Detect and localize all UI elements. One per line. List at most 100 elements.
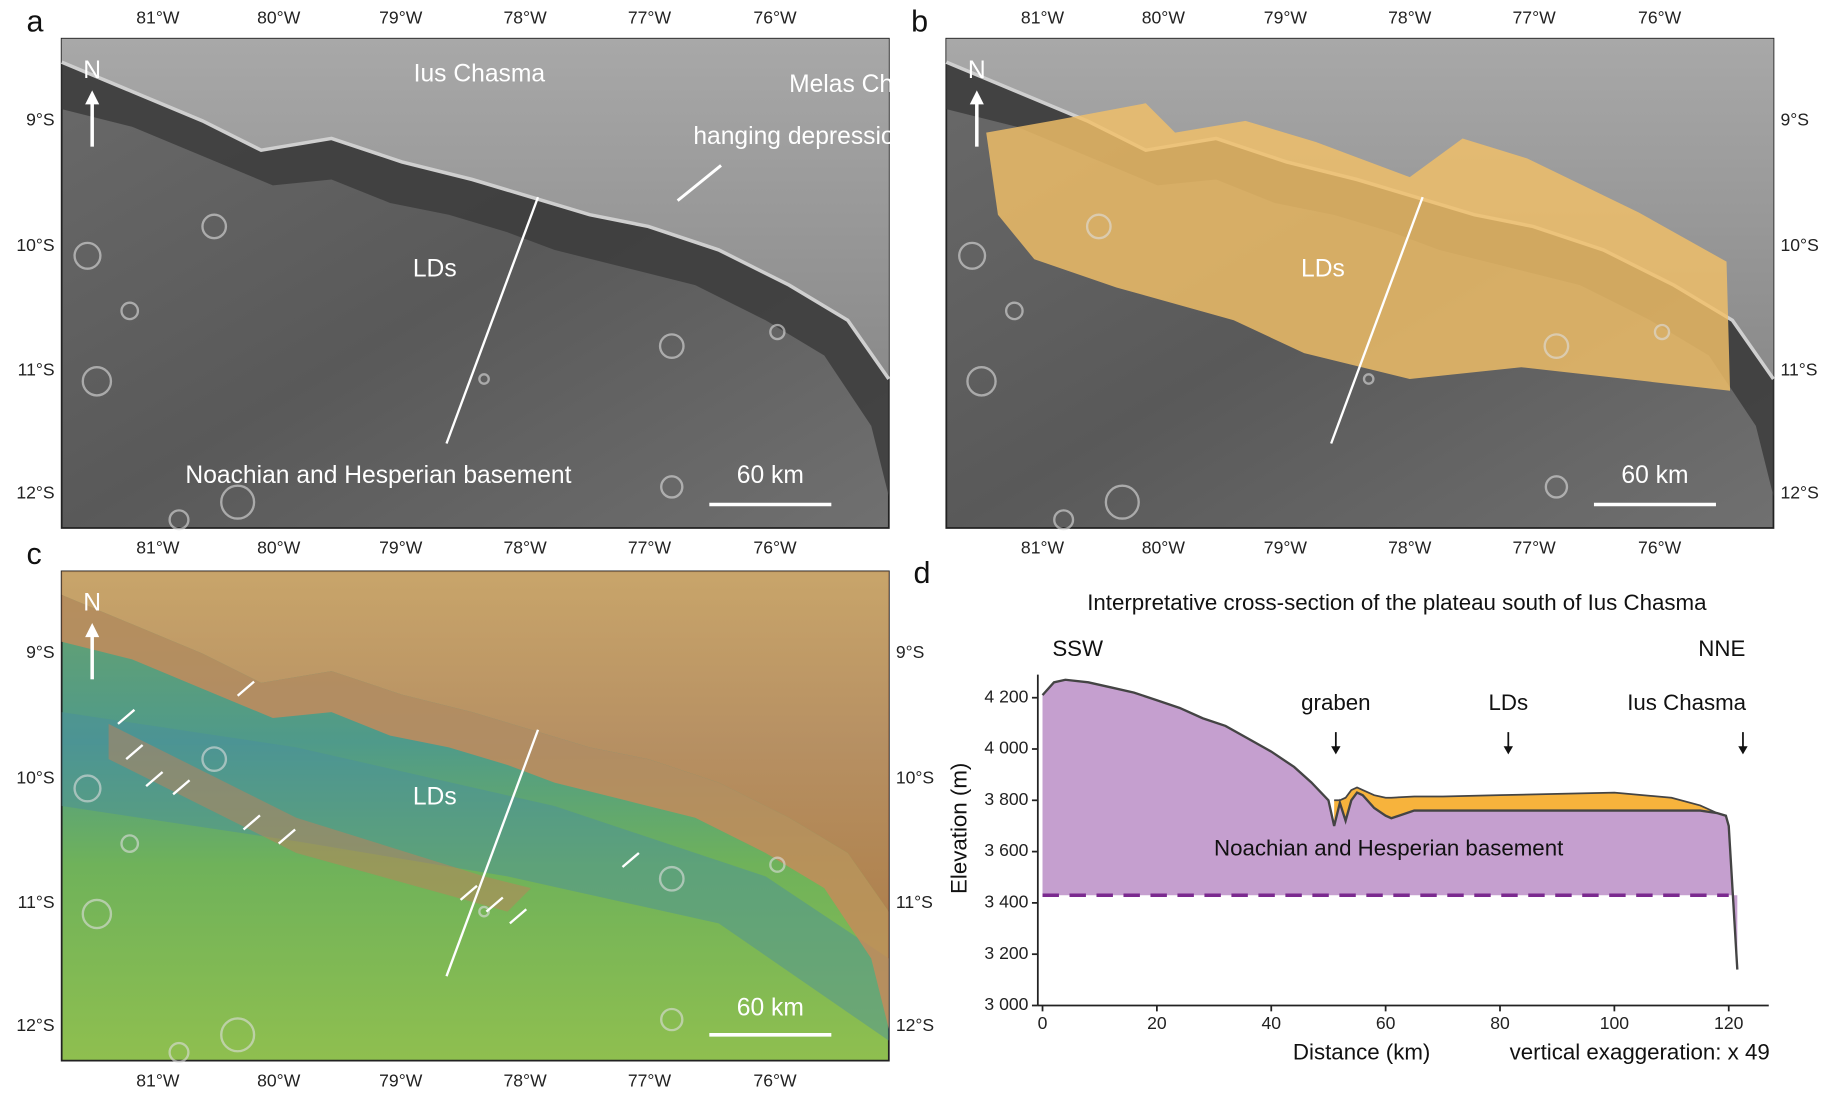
lat-label: 12°S	[16, 483, 54, 503]
lon-label: 78°W	[504, 7, 548, 27]
map-panels: N 60 km Ius Chasma Melas Chasma hanging depr…	[16, 5, 1818, 1091]
lon-label: 78°W	[1388, 7, 1432, 27]
escarpment-slope	[61, 594, 889, 1029]
x-tick-label: 0	[1038, 1013, 1048, 1033]
profile-trace	[445, 196, 540, 444]
x-tick-label: 120	[1714, 1013, 1744, 1033]
lat-label: 9°S	[26, 642, 55, 662]
lon-label: 80°W	[257, 538, 301, 558]
y-tick-label: 3 400	[984, 892, 1028, 912]
north-arrowhead	[969, 90, 984, 105]
escarpment-ridge	[60, 60, 891, 380]
lat-label: 12°S	[1781, 483, 1819, 503]
crater	[966, 366, 997, 397]
ld-outline	[986, 103, 1731, 391]
crater	[478, 373, 490, 385]
lat-label: 10°S	[896, 768, 934, 788]
feature-arrow	[277, 828, 296, 845]
lon-label: 80°W	[1142, 7, 1186, 27]
crater	[1362, 373, 1375, 385]
scale-label: 60 km	[737, 462, 804, 489]
crater	[120, 834, 140, 853]
crater	[81, 366, 113, 397]
feature-arrow	[459, 884, 478, 901]
crater	[220, 484, 256, 520]
y-tick-label: 4 200	[984, 686, 1028, 706]
crater	[201, 746, 228, 773]
lon-label: 77°W	[1513, 538, 1557, 558]
lat-label: 10°S	[16, 235, 54, 255]
scale-label: 60 km	[1621, 462, 1688, 489]
x-tick-label: 40	[1261, 1013, 1281, 1033]
lon-label: 78°W	[1388, 538, 1432, 558]
crater	[73, 241, 102, 270]
map-panel: N 60 km LDs c 81°W 80°W 79°W 78°W 77°W 76°W 9°S 9°S…	[16, 537, 934, 1090]
map-label: LDs	[413, 783, 457, 810]
lon-label: 76°W	[753, 538, 797, 558]
direction-label: SSW	[1052, 636, 1103, 661]
crater	[478, 905, 490, 918]
north-arrowhead	[85, 90, 100, 105]
crater	[1004, 301, 1024, 321]
lat-label: 12°S	[16, 1015, 54, 1035]
north-arrowhead	[85, 623, 100, 638]
lon-label: 80°W	[1142, 538, 1186, 558]
lat-label: 11°S	[896, 892, 933, 912]
annotation-arrowhead	[1738, 746, 1748, 755]
lon-label: 80°W	[257, 1070, 301, 1090]
annotation: LDs	[1488, 690, 1528, 715]
lon-label: 76°W	[1638, 538, 1682, 558]
x-axis-label: Distance (km)	[1293, 1039, 1430, 1064]
crater	[660, 1007, 684, 1032]
crater	[220, 1017, 256, 1053]
lon-label: 80°W	[257, 7, 301, 27]
north-label: N	[83, 590, 101, 617]
annotation: graben	[1301, 690, 1370, 715]
crater	[660, 475, 684, 499]
crater	[769, 323, 786, 341]
lon-label: 81°W	[136, 1070, 180, 1090]
scale-label: 60 km	[737, 995, 804, 1022]
crater	[201, 213, 228, 240]
lon-label: 76°W	[1638, 7, 1682, 27]
series-label: Noachian and Hesperian basement	[1214, 835, 1564, 860]
basement-area	[1042, 679, 1738, 970]
lon-label: 81°W	[136, 538, 180, 558]
y-axis-label: Elevation (m)	[946, 763, 971, 894]
annotation-arrowhead	[1503, 746, 1513, 755]
profile-trace	[445, 729, 540, 977]
crater	[769, 856, 786, 873]
panel-letter: a	[26, 5, 43, 39]
y-tick-label: 3 000	[984, 994, 1028, 1014]
map-label: Melas Chasma	[789, 71, 954, 98]
feature-arrow	[125, 744, 144, 760]
crater	[1653, 323, 1671, 341]
chasma-floor	[61, 38, 889, 379]
crater	[81, 898, 113, 930]
y-tick-label: 3 800	[984, 789, 1028, 809]
direction-label: NNE	[1698, 636, 1745, 661]
map-panel: N 60 km LDs b 81°W 81°W 80°W 80°W 79°W 79°W 78°W 78…	[911, 5, 1819, 558]
crater	[958, 241, 987, 270]
lon-label: 76°W	[753, 7, 797, 27]
red-band	[108, 723, 531, 912]
crater	[120, 301, 140, 321]
crater	[73, 774, 102, 803]
x-tick-label: 60	[1376, 1013, 1396, 1033]
feature-arrow	[145, 771, 164, 787]
escarpment	[61, 571, 889, 912]
panel-letter: d	[913, 556, 930, 590]
lat-label: 9°S	[26, 109, 55, 129]
feature-arrow	[509, 908, 528, 925]
north-label: N	[968, 57, 986, 84]
map-label: Ius Chasma	[414, 61, 546, 88]
lon-label: 78°W	[504, 1070, 548, 1090]
crater	[1085, 213, 1112, 240]
crater	[658, 865, 685, 892]
feature-arrow	[172, 779, 191, 796]
lon-label: 77°W	[628, 538, 672, 558]
lon-label: 81°W	[1021, 538, 1065, 558]
crater	[1104, 484, 1140, 520]
panel-letter: b	[911, 5, 928, 39]
